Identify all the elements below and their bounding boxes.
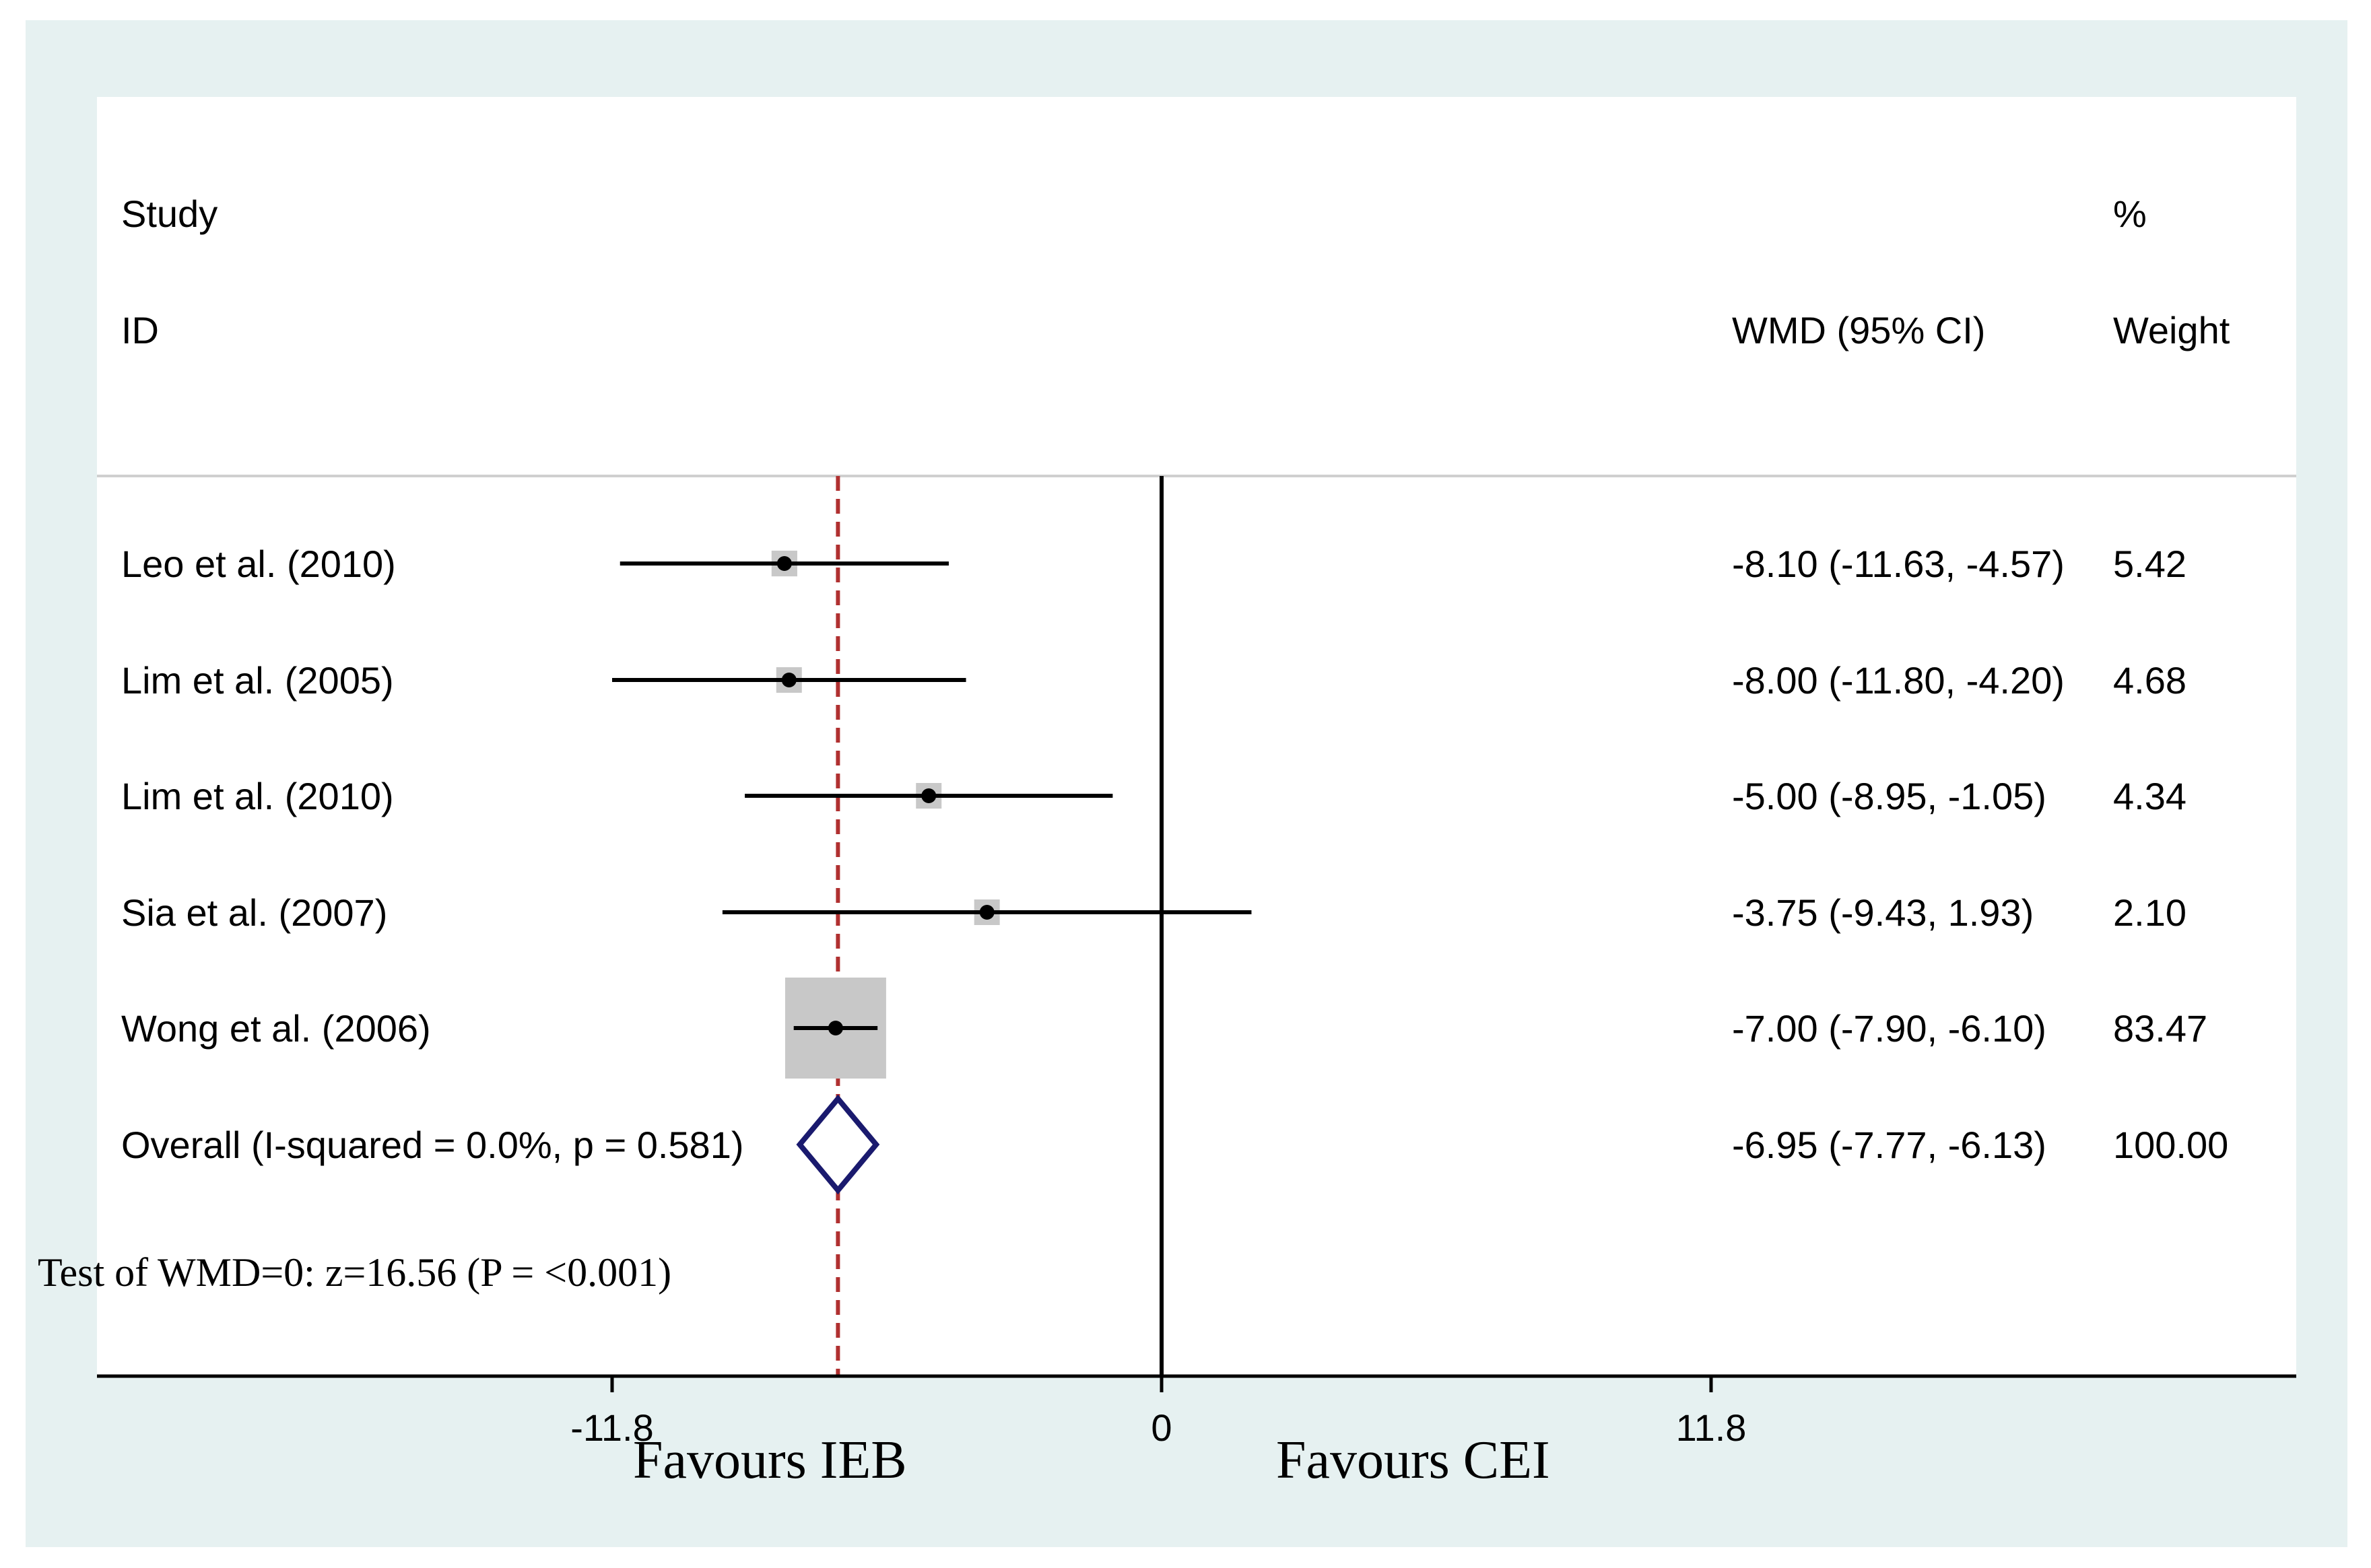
study-ci-text: -3.75 (-9.43, 1.93) bbox=[1732, 891, 2034, 934]
x-tick-label: 0 bbox=[1151, 1406, 1172, 1449]
study-point bbox=[979, 905, 995, 920]
x-tick-label: -11.8 bbox=[570, 1406, 653, 1449]
study-weight-text: 83.47 bbox=[2113, 1007, 2207, 1050]
study-weight-text: 4.34 bbox=[2113, 775, 2186, 817]
plot-panel bbox=[97, 97, 2296, 1376]
overall-label: Overall (I-squared = 0.0%, p = 0.581) bbox=[121, 1124, 744, 1166]
header-weight: Weight bbox=[2113, 309, 2230, 351]
header-id: ID bbox=[121, 309, 159, 351]
header-effect: WMD (95% CI) bbox=[1732, 309, 1985, 351]
overall-weight: 100.00 bbox=[2113, 1124, 2228, 1166]
test-statistic: Test of WMD=0: z=16.56 (P = <0.001) bbox=[38, 1250, 671, 1295]
study-point bbox=[828, 1021, 843, 1035]
header-study: Study bbox=[121, 193, 218, 235]
study-name: Leo et al. (2010) bbox=[121, 543, 396, 585]
study-point bbox=[781, 673, 797, 687]
study-point bbox=[776, 556, 792, 571]
study-weight-text: 2.10 bbox=[2113, 891, 2186, 934]
study-weight-text: 5.42 bbox=[2113, 543, 2186, 585]
x-tick-label: 11.8 bbox=[1676, 1406, 1747, 1449]
favours-left: Favours IEB bbox=[633, 1431, 907, 1490]
overall-ci: -6.95 (-7.77, -6.13) bbox=[1732, 1124, 2046, 1166]
favours-right: Favours CEI bbox=[1276, 1431, 1550, 1490]
overall-diamond bbox=[796, 1094, 880, 1195]
study-ci-text: -5.00 (-8.95, -1.05) bbox=[1732, 775, 2046, 817]
header-percent: % bbox=[2113, 193, 2147, 235]
study-weight-text: 4.68 bbox=[2113, 659, 2186, 702]
study-name: Lim et al. (2010) bbox=[121, 775, 394, 817]
study-point bbox=[921, 788, 937, 803]
study-ci-text: -7.00 (-7.90, -6.10) bbox=[1732, 1007, 2046, 1050]
study-name: Wong et al. (2006) bbox=[121, 1007, 431, 1050]
study-ci-text: -8.00 (-11.80, -4.20) bbox=[1732, 659, 2065, 702]
study-ci-text: -8.10 (-11.63, -4.57) bbox=[1732, 543, 2065, 585]
study-name: Sia et al. (2007) bbox=[121, 891, 387, 934]
study-name: Lim et al. (2005) bbox=[121, 659, 394, 702]
